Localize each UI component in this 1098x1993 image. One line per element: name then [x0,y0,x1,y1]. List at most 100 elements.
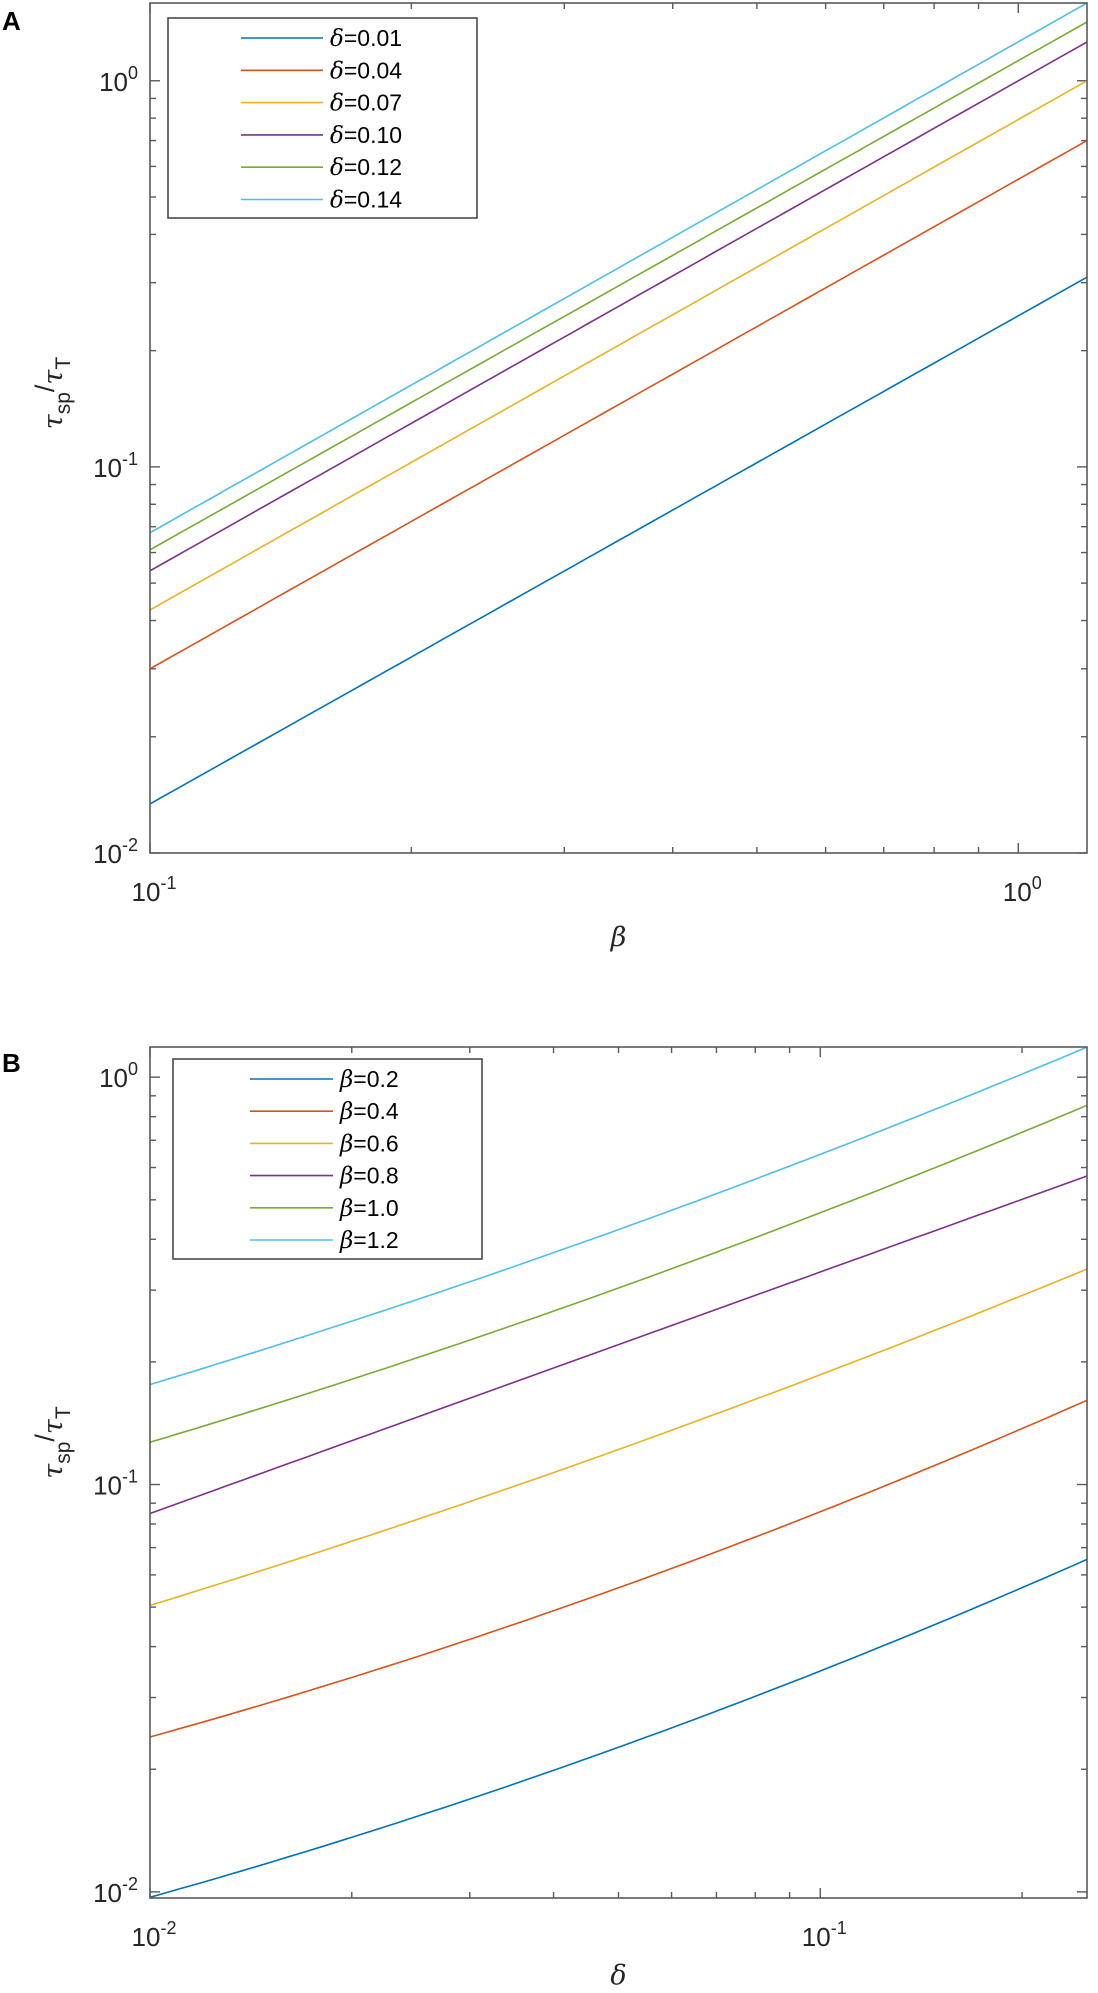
series-line [149,1268,1088,1607]
series-line [149,139,1088,670]
panel-b: B10-2 10-110-210-1100δτsp/τTβ=0.2β=0.4β=0… [2,1046,1088,1991]
legend-value: =0.2 [353,1066,398,1092]
tick-base: 10 [802,1922,831,1952]
legend-item: δ=0.04 [241,57,402,84]
axes-box [149,1046,1088,1899]
legend-value: =1.2 [353,1227,398,1253]
tick-exponent: 0 [1032,873,1042,893]
legend: δ=0.01δ=0.04δ=0.07δ=0.10δ=0.12δ=0.14 [167,17,478,219]
series-line [149,1558,1088,1899]
legend-label: δ=0.04 [330,57,402,84]
x-tick-label: 10-1 [132,873,177,907]
legend-label: δ=0.07 [330,90,402,117]
series-line [149,2,1088,534]
legend-label: δ=0.12 [330,154,402,181]
legend-label: δ=0.01 [330,25,402,52]
legend-symbol: β [339,1131,353,1157]
legend-symbol: δ [330,188,344,214]
y-tick-label: 10-1 [93,1467,138,1501]
legend-item: δ=0.07 [241,90,402,117]
legend-item: β=1.2 [250,1227,399,1254]
legend-symbol: β [339,1099,353,1125]
legend-symbol: δ [330,123,344,149]
y-title-part: T [52,1406,75,1419]
panel-a: A10-1 10010-210-1100βτsp/τTδ=0.01δ=0.04δ=… [2,2,1088,953]
y-tick-label: 100 [99,63,138,97]
y-tick-label: 100 [99,1059,138,1093]
y-tick-label: 10-2 [93,835,138,869]
legend-value: =1.0 [353,1195,398,1221]
y-title-part: sp [52,1442,75,1464]
x-axis-title: β [610,922,627,953]
legend-value: =0.04 [344,57,402,83]
y-title-part: sp [52,392,75,414]
legend-symbol: β [339,1196,353,1222]
legend-value: =0.12 [344,154,402,180]
y-tick-label: 10-1 [93,449,138,483]
tick-exponent: -2 [122,835,138,855]
legend-item: δ=0.10 [241,122,402,149]
legend-symbol: δ [330,155,344,181]
legend-item: β=0.6 [250,1130,399,1157]
series-line [149,41,1088,572]
legend-box [167,17,478,219]
y-title-part: T [52,357,75,370]
tick-exponent: -1 [831,1918,847,1938]
legend-value: =0.01 [344,25,402,51]
tick-base: 10 [93,1878,122,1908]
y-tick-label: 10-2 [93,1874,138,1908]
tick-base: 10 [132,877,161,907]
legend-box [172,1058,483,1260]
y-axis-title: τsp/τT [30,1406,75,1479]
legend-value: =0.14 [344,187,402,213]
series-line [149,80,1088,611]
legend-value: =0.8 [353,1163,398,1189]
y-title-part: τ [38,369,69,385]
series-line [149,1104,1088,1443]
y-title-part: / [30,384,60,392]
tick-base: 10 [99,67,128,97]
x-tick-label: 100 [1003,873,1042,907]
legend-item: δ=0.12 [241,154,402,181]
tick-exponent: 0 [128,63,138,83]
tick-exponent: -2 [122,1874,138,1894]
legend-label: β=0.8 [339,1163,399,1190]
y-axis-title: τsp/τT [30,357,75,430]
tick-base: 10 [93,1471,122,1501]
legend-value: =0.6 [353,1130,398,1156]
series-line [149,1046,1088,1386]
series-line [149,21,1088,551]
y-title-part: τ [38,1463,69,1479]
legend-symbol: β [339,1067,353,1093]
tick-exponent: -2 [160,1918,176,1938]
legend-label: δ=0.14 [330,187,402,214]
y-title-part: / [30,1434,60,1442]
tick-base: 10 [93,453,122,483]
legend-value: =0.4 [353,1098,399,1124]
legend-item: β=0.8 [250,1163,399,1190]
legend-label: β=0.2 [339,1066,399,1093]
series-line [149,276,1088,805]
tick-base: 10 [1003,877,1032,907]
tick-base: 10 [99,1063,128,1093]
legend-label: β=1.2 [339,1227,399,1254]
legend-value: =0.07 [344,90,402,116]
legend-label: β=1.0 [339,1195,399,1222]
tick-exponent: -1 [160,873,176,893]
legend-symbol: δ [330,91,344,117]
panel-label: A [2,6,21,36]
legend-item: δ=0.01 [241,25,402,52]
legend-item: β=1.0 [250,1195,399,1222]
tick-exponent: -1 [122,449,138,469]
y-title-part: τ [38,413,69,429]
legend-item: δ=0.14 [241,187,402,214]
legend-label: β=0.4 [339,1098,399,1125]
x-tick-label: 10-1 [802,1918,847,1952]
legend-item: β=0.2 [250,1066,399,1093]
panel-label: B [2,1048,21,1078]
axes-box [149,2,1088,854]
legend-symbol: β [339,1228,353,1254]
x-tick-label: 10-2 [132,1918,177,1952]
tick-base: 10 [93,839,122,869]
